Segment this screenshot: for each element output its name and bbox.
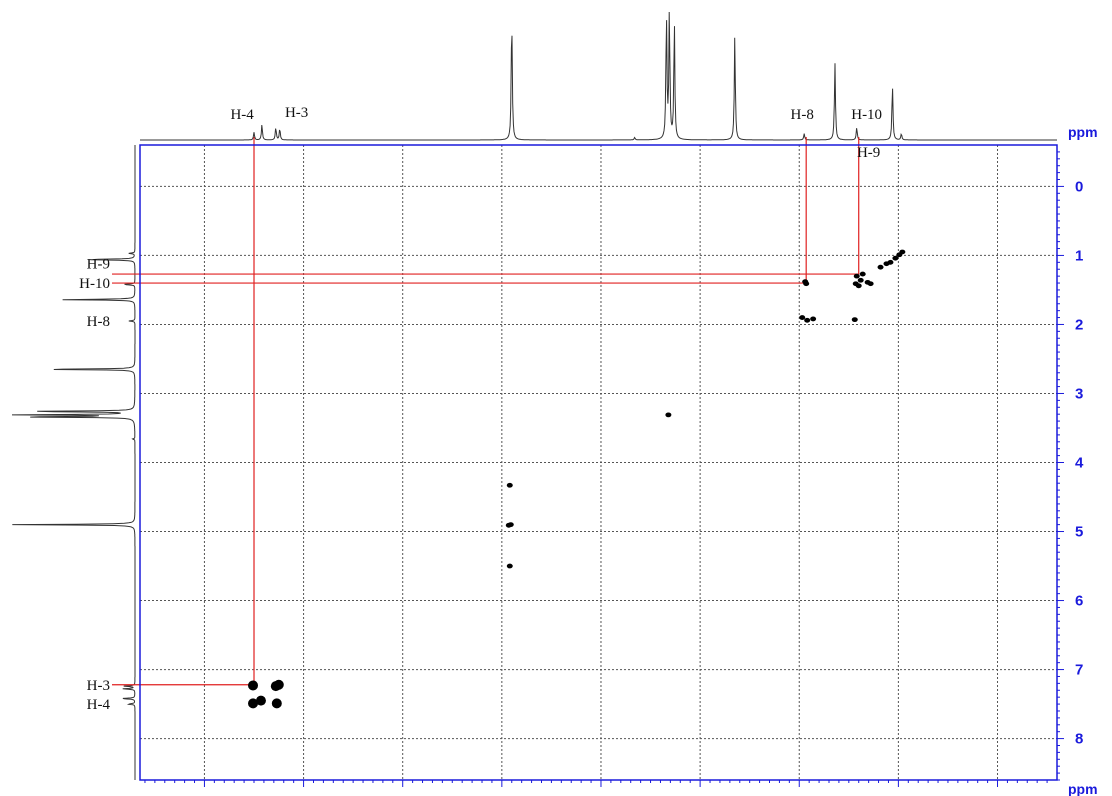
cross-peaks <box>248 249 906 709</box>
y-tick-label: 8 <box>1075 731 1083 748</box>
cross-peak <box>867 281 874 287</box>
x-tick-label: 4 <box>597 793 606 796</box>
cross-peak <box>248 680 259 691</box>
cross-peak <box>255 695 266 706</box>
cross-peak <box>899 249 906 255</box>
grid-lines <box>140 145 1057 780</box>
cross-peak <box>799 315 806 320</box>
x-tick-label: 1 <box>894 793 902 796</box>
x-axis: 8 7 6 5 4 3 2 1 0 <box>144 780 1048 796</box>
left-projection-trace <box>11 145 136 780</box>
cross-peak <box>507 522 514 528</box>
cross-peak <box>855 283 862 289</box>
cross-peak <box>271 698 282 709</box>
top-peak-label: H-9 <box>857 145 880 161</box>
cross-peak <box>857 277 864 283</box>
x-tick-label: 8 <box>200 793 208 796</box>
top-peak-label: H-8 <box>791 107 814 123</box>
y-tick-label: 6 <box>1075 593 1083 610</box>
cross-peak <box>248 698 259 709</box>
cross-peak <box>892 255 899 261</box>
cross-peak <box>810 316 817 322</box>
top-peak-label: H-4 <box>230 107 254 123</box>
y-tick-label: 5 <box>1075 524 1083 541</box>
top-projection-trace <box>140 11 1057 141</box>
y-tick-label: 7 <box>1075 662 1083 679</box>
x-tick-label: 0 <box>993 793 1001 796</box>
left-peak-label: H-9 <box>87 257 110 273</box>
top-peak-label: H-10 <box>851 107 882 123</box>
x-tick-label: 2 <box>795 793 803 796</box>
left-peak-label: H-10 <box>79 276 110 292</box>
y-tick-label: 0 <box>1075 178 1083 195</box>
peak-labels: H-4 H-3 H-8 H-10 H-9 H-9 H-10 H-8 H-3 H-4 <box>79 105 882 713</box>
y-tick-label: 1 <box>1075 247 1083 264</box>
cross-peak <box>851 317 858 323</box>
cross-peak <box>877 264 884 270</box>
x-tick-label: 5 <box>498 793 506 796</box>
x-tick-label: 6 <box>399 793 407 796</box>
top-peak-label: H-3 <box>285 105 308 121</box>
left-peak-label: H-3 <box>87 678 110 694</box>
cross-peak <box>802 279 809 285</box>
cross-peak <box>804 317 811 323</box>
x-axis-unit-label: ppm <box>1068 781 1098 796</box>
left-projection-spectrum <box>11 145 136 780</box>
cross-peak <box>887 259 894 265</box>
y-axis: 0 1 2 3 4 5 6 7 8 <box>1057 151 1084 781</box>
x-tick-label: 7 <box>299 793 307 796</box>
cross-peak <box>665 412 672 418</box>
y-tick-label: 3 <box>1075 385 1083 402</box>
cross-peak <box>506 482 513 488</box>
cross-peak <box>853 273 860 279</box>
y-tick-label: 2 <box>1075 316 1083 333</box>
correlation-guide-lines <box>112 137 860 686</box>
y-axis-unit-label: ppm <box>1068 124 1098 140</box>
top-projection-spectrum <box>140 11 1057 141</box>
cross-peak <box>270 681 281 692</box>
cross-peak <box>506 563 513 569</box>
left-peak-label: H-4 <box>87 697 111 713</box>
cross-peak <box>859 271 866 277</box>
y-tick-label: 4 <box>1075 455 1084 472</box>
x-tick-label: 3 <box>696 793 704 796</box>
left-peak-label: H-8 <box>87 314 110 330</box>
